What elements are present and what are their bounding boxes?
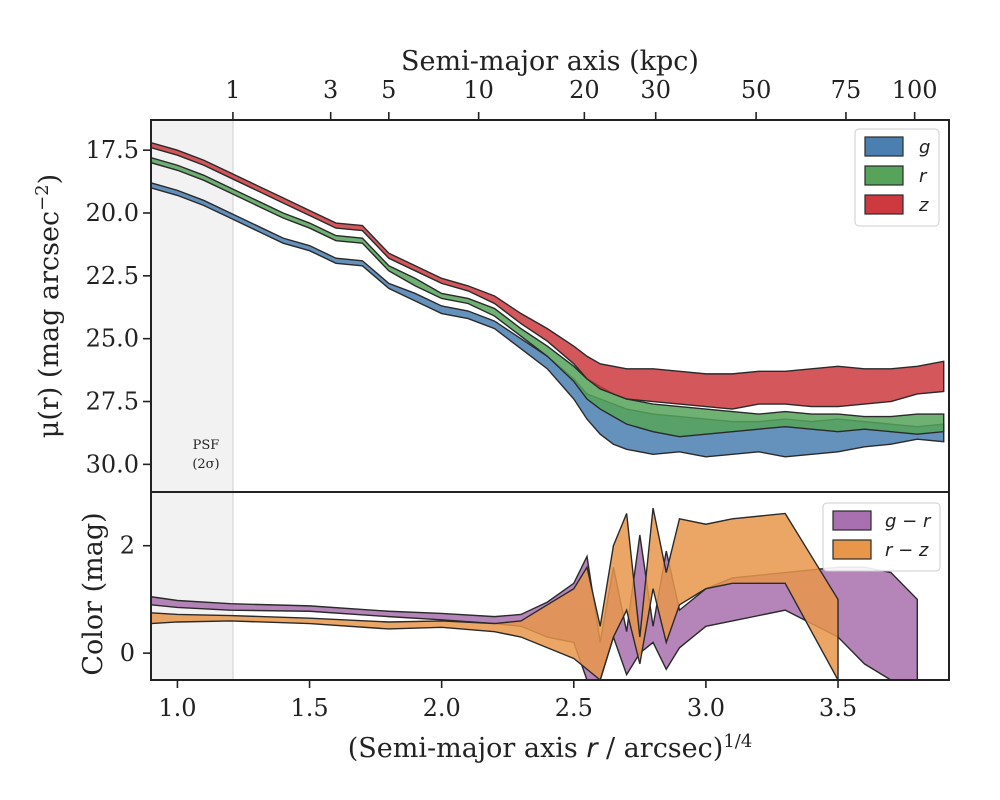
legend-swatch <box>864 136 904 157</box>
legend-swatch <box>864 194 904 215</box>
x-tick-label: 3.5 <box>819 694 857 722</box>
top-tick-label: 5 <box>381 76 396 104</box>
color-panel: 0 2 1.0 1.5 2.0 2.5 3.0 3.5 (Semi-major axis r… <box>78 491 950 765</box>
legend-swatch <box>832 539 872 560</box>
legend-entry: g <box>919 137 930 158</box>
x-tick-label: 2.0 <box>423 694 461 722</box>
legend-entry: g − r <box>885 511 932 532</box>
top-tick-label: 75 <box>831 76 862 104</box>
x-tick-label: 1.0 <box>158 694 196 722</box>
y-tick-label: 25.0 <box>86 325 139 353</box>
legend-entry: r <box>919 166 928 187</box>
bottom-axes-frame <box>150 491 950 681</box>
psf-label-sigma: (2σ) <box>192 457 219 472</box>
legend-swatch <box>832 510 872 531</box>
legend-swatch <box>864 165 904 186</box>
y-tick-label: 27.5 <box>86 388 139 416</box>
legend-entry: z <box>918 195 929 216</box>
x-axis-title: (Semi-major axis r / arcsec)1/4 <box>348 731 753 765</box>
psf-label: PSF <box>193 438 220 453</box>
surface-brightness-panel: PSF (2σ) 17.5 20.0 22.5 25.0 27.5 30.0 1 3 5 10 2… <box>32 46 950 493</box>
y-tick-label: 17.5 <box>86 136 139 164</box>
x-tick-label: 2.5 <box>555 694 593 722</box>
legend-photometry: grz <box>854 128 940 227</box>
y-tick-label: 22.5 <box>86 262 139 290</box>
x-axis-title-exponent: 1/4 <box>723 731 752 752</box>
top-tick-label: 10 <box>463 76 494 104</box>
series-band-z <box>151 141 945 410</box>
top-tick-label: 30 <box>640 76 671 104</box>
top-tick-label: 1 <box>225 76 240 104</box>
top-tick-label: 50 <box>741 76 772 104</box>
legend-entry: r − z <box>885 540 929 561</box>
y-tick-label: 20.0 <box>86 199 139 227</box>
y-axis-title-top-exponent: −2 <box>32 184 53 211</box>
legend-colors: g − r r − z <box>822 502 941 572</box>
y-axis-title-top: μ(r) (mag arcsec−2) <box>32 174 66 438</box>
x-tick-label: 3.0 <box>687 694 725 722</box>
y-tick-label: 30.0 <box>86 450 139 478</box>
x-tick-label: 1.5 <box>290 694 328 722</box>
series-band-rz <box>151 507 839 680</box>
series-band-r <box>151 156 945 438</box>
top-tick-label: 3 <box>323 76 338 104</box>
color-y-tick-label: 2 <box>120 532 135 560</box>
top-tick-label: 100 <box>892 76 938 104</box>
psf-region-color <box>151 492 233 680</box>
color-y-tick-label: 0 <box>120 639 135 667</box>
top-axis-title: Semi-major axis (kpc) <box>401 46 699 77</box>
top-tick-label: 20 <box>569 76 600 104</box>
y-axis-title-color: Color (mag) <box>78 512 109 675</box>
